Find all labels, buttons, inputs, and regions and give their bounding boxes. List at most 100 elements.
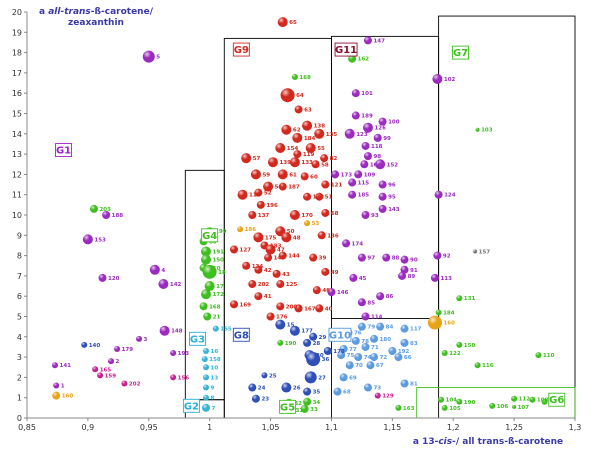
data-point-highlight xyxy=(201,356,208,363)
data-point-label: 177 xyxy=(301,329,313,335)
data-point-highlight xyxy=(267,157,278,168)
data-point-label: 102 xyxy=(444,77,456,83)
data-point-label: 119 xyxy=(303,152,315,158)
data-point-highlight xyxy=(142,50,155,63)
data-point-highlight xyxy=(378,117,387,126)
data-point-highlight xyxy=(312,286,321,295)
data-point-label: 126 xyxy=(374,126,386,132)
y-tick-label: 7 xyxy=(17,272,22,281)
data-point-label: 46 xyxy=(322,288,330,294)
y-tick-label: 0 xyxy=(17,414,22,423)
data-point-label: 148 xyxy=(171,329,183,335)
data-point-label: 53 xyxy=(312,221,320,227)
data-point-label: 57 xyxy=(253,156,261,162)
data-point-label: 144 xyxy=(288,254,300,260)
data-point-label: 152 xyxy=(387,162,399,168)
data-point-highlight xyxy=(300,172,309,181)
y-axis-title-line2: zeaxanthin xyxy=(68,18,124,28)
data-point-label: 3 xyxy=(144,337,148,343)
data-point-highlight xyxy=(363,383,372,392)
data-point-highlight xyxy=(201,289,212,300)
data-point-label: 192 xyxy=(398,349,410,355)
data-point-highlight xyxy=(264,253,273,262)
data-point-highlight xyxy=(435,309,442,316)
data-point-highlight xyxy=(535,352,542,359)
data-point-label: 189 xyxy=(361,114,373,120)
x-tick-label: 1,3 xyxy=(569,423,582,432)
data-point-highlight xyxy=(376,322,385,331)
data-point-highlight xyxy=(374,392,381,399)
group-label-box xyxy=(201,228,219,243)
data-point-highlight xyxy=(366,361,375,370)
data-point-label: 172 xyxy=(213,292,225,298)
data-point-highlight xyxy=(281,124,292,135)
data-point-highlight xyxy=(203,384,210,391)
data-point-highlight xyxy=(512,404,517,409)
data-point-highlight xyxy=(474,362,481,369)
data-point-highlight xyxy=(348,54,357,63)
data-point-highlight xyxy=(378,204,387,213)
data-point-highlight xyxy=(320,154,329,163)
data-point-label: 98 xyxy=(373,154,381,160)
data-point-highlight xyxy=(278,251,287,260)
data-point-label: 96 xyxy=(388,183,396,189)
x-tick-label: 0,95 xyxy=(140,423,158,432)
data-point-highlight xyxy=(275,143,286,154)
data-point-label: 88 xyxy=(392,256,400,262)
y-tick-label: 15 xyxy=(12,110,22,119)
data-point-label: 49 xyxy=(331,270,339,276)
data-point-label: 131 xyxy=(464,296,476,302)
group-label-box xyxy=(232,327,250,342)
data-point-highlight xyxy=(321,180,330,189)
data-point-label: 184 xyxy=(304,136,316,142)
data-point-label: 169 xyxy=(240,302,252,308)
data-point-label: 150 xyxy=(213,258,225,264)
data-point-label: 176 xyxy=(276,315,288,321)
tick-labels: 0,85 0,9 0,95 1 1,05 1,1 1,15 1,2 1,25 1,30123456… xyxy=(12,8,582,432)
data-point-label: 36 xyxy=(322,357,330,363)
y-tick-label: 12 xyxy=(12,170,22,179)
data-point-label: 180 xyxy=(380,337,392,343)
data-point-highlight xyxy=(441,404,448,411)
data-point-highlight xyxy=(339,344,348,353)
data-point-label: 202 xyxy=(129,381,141,387)
data-point-label: 168 xyxy=(209,304,221,310)
data-point-highlight xyxy=(266,312,275,321)
x-tick-label: 1,25 xyxy=(505,423,523,432)
data-point-label: 101 xyxy=(361,91,373,97)
data-point-highlight xyxy=(237,226,244,233)
x-tick-label: 0,9 xyxy=(82,423,95,432)
data-point-label: 43 xyxy=(282,272,290,278)
group-label: G9 xyxy=(234,45,249,56)
data-point-highlight xyxy=(309,332,318,341)
data-point-highlight xyxy=(361,141,370,150)
data-point-highlight xyxy=(529,396,536,403)
data-point-highlight xyxy=(434,190,443,199)
data-point-highlight xyxy=(294,105,303,114)
data-point-highlight xyxy=(230,245,239,254)
data-point-label: 99 xyxy=(383,136,391,142)
data-point-label: 16 xyxy=(211,349,219,355)
data-point-label: 178 xyxy=(333,349,345,355)
data-point-highlight xyxy=(361,211,370,219)
data-point-highlight xyxy=(203,312,212,321)
data-point-label: 50 xyxy=(287,229,295,235)
data-point-highlight xyxy=(265,244,276,255)
data-point-label: 26 xyxy=(293,386,301,392)
group-labels: G1 G2 G3 G4 G5 G6 G7 G8 G9 G10 G11 xyxy=(55,42,566,414)
data-point-highlight xyxy=(280,88,295,103)
data-point-label: 28 xyxy=(313,341,321,347)
data-point-label: 196 xyxy=(266,203,278,209)
data-point-label: 40 xyxy=(325,306,333,312)
data-point-highlight xyxy=(400,338,409,347)
data-point-label: 29 xyxy=(319,335,327,341)
data-point-highlight xyxy=(541,398,548,405)
data-point-label: 103 xyxy=(481,128,493,134)
data-point-highlight xyxy=(351,89,360,98)
group-label-box xyxy=(189,331,206,346)
data-point-highlight xyxy=(254,188,263,197)
data-point-highlight xyxy=(201,254,212,265)
y-tick-label: 6 xyxy=(17,292,22,301)
data-point-highlight xyxy=(489,402,496,409)
data-point-highlight xyxy=(277,339,284,346)
